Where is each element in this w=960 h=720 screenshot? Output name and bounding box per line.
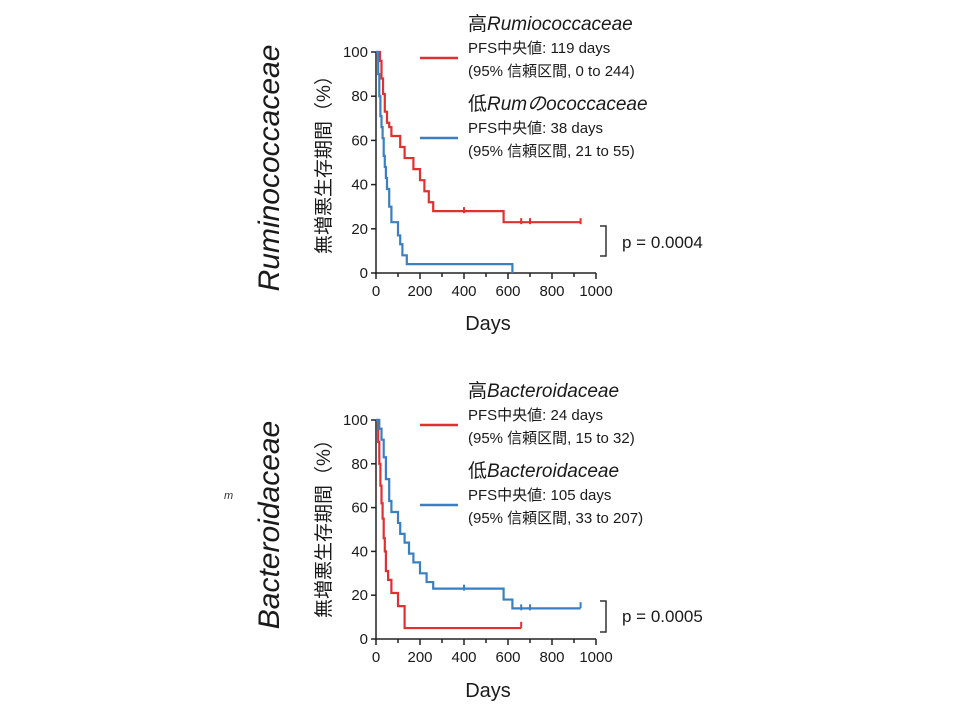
y-tick-label: 80 [351,88,368,105]
legend-group-name: Bacteroidaceae [487,381,619,402]
x-axis-label: Days [465,313,511,335]
data-series-group [376,418,582,630]
x-tick-label: 800 [539,283,564,300]
x-tick-label: 600 [495,649,520,666]
y-tick-label: 20 [351,587,368,604]
x-tick-label: 600 [495,283,520,300]
legend-median: PFS中央値: 24 days [468,407,603,424]
y-tick-label: 60 [351,132,368,149]
significance-bracket [600,600,607,633]
x-tick-label: 400 [451,283,476,300]
legend-group-level: 高 [468,13,487,35]
x-tick-label: 1000 [579,649,612,666]
legend-ci: (95% 信頼区間, 15 to 32) [468,430,635,447]
legend-group-level: 低 [468,93,487,115]
legend-group-name: Rumiococcaceae [487,14,633,35]
legend-median: PFS中央値: 38 days [468,120,603,137]
x-tick-label: 200 [407,649,432,666]
x-tick-label: 200 [407,283,432,300]
legend-title: 高Bacteroidaceae [468,380,619,402]
p-value: p = 0.0005 [622,607,703,626]
km-survival-curve [376,418,581,610]
km-survival-curve [376,418,522,630]
legend-group-level: 低 [468,460,487,482]
y-axis-label: 無増悪生存期間（%） [313,66,335,254]
y-tick-label: 40 [351,543,368,560]
legend-ci: (95% 信頼区間, 0 to 244) [468,63,635,80]
p-value: p = 0.0004 [622,233,703,252]
x-tick-label: 400 [451,649,476,666]
y-tick-label: 0 [360,265,368,282]
y-tick-label: 40 [351,177,368,194]
legend-ci: (95% 信頼区間, 21 to 55) [468,143,635,160]
legend-group-name: Bacteroidaceae [487,461,619,482]
data-series-group [376,50,582,273]
row-label-bacteroidaceae: Bacteroidaceae [253,421,286,629]
row-label-ruminococcaceae: Ruminococcaceae [253,45,286,292]
km-survival-curve [376,50,514,273]
x-tick-label: 800 [539,649,564,666]
y-tick-label: 60 [351,500,368,517]
y-tick-label: 0 [360,631,368,648]
y-tick-label: 100 [343,412,368,429]
legend-title: 低Bacteroidaceae [468,460,619,482]
legend-title: 高Rumiococcaceae [468,13,633,35]
legend-median: PFS中央値: 119 days [468,40,610,57]
stray-mark: m [224,490,233,502]
y-tick-label: 100 [343,44,368,61]
y-tick-label: 80 [351,456,368,473]
legend: 高Rumiococcaceae PFS中央値: 119 days (95% 信頼区間… [420,13,648,160]
x-axis-label: Days [465,680,511,702]
x-tick-label: 1000 [579,283,612,300]
y-axis-label: 無増悪生存期間（%） [313,430,335,618]
legend-median: PFS中央値: 105 days [468,487,611,504]
km-survival-curve [376,50,581,224]
legend-group-name: Rumのococcaceae [487,94,648,115]
x-tick-label: 0 [372,283,380,300]
significance-bracket [600,225,607,257]
legend-ci: (95% 信頼区間, 33 to 207) [468,510,643,527]
y-tick-label: 20 [351,221,368,238]
legend-group-level: 高 [468,380,487,402]
panel-ruminococcaceae: Ruminococcaceae 無増悪生存期間（%） 0204060801000… [253,13,703,335]
legend-title: 低Rumのococcaceae [468,93,648,115]
x-tick-label: 0 [372,649,380,666]
panel-bacteroidaceae: m Bacteroidaceae 無増悪生存期間（%） 0 20 40 60 80 100… [224,380,703,702]
